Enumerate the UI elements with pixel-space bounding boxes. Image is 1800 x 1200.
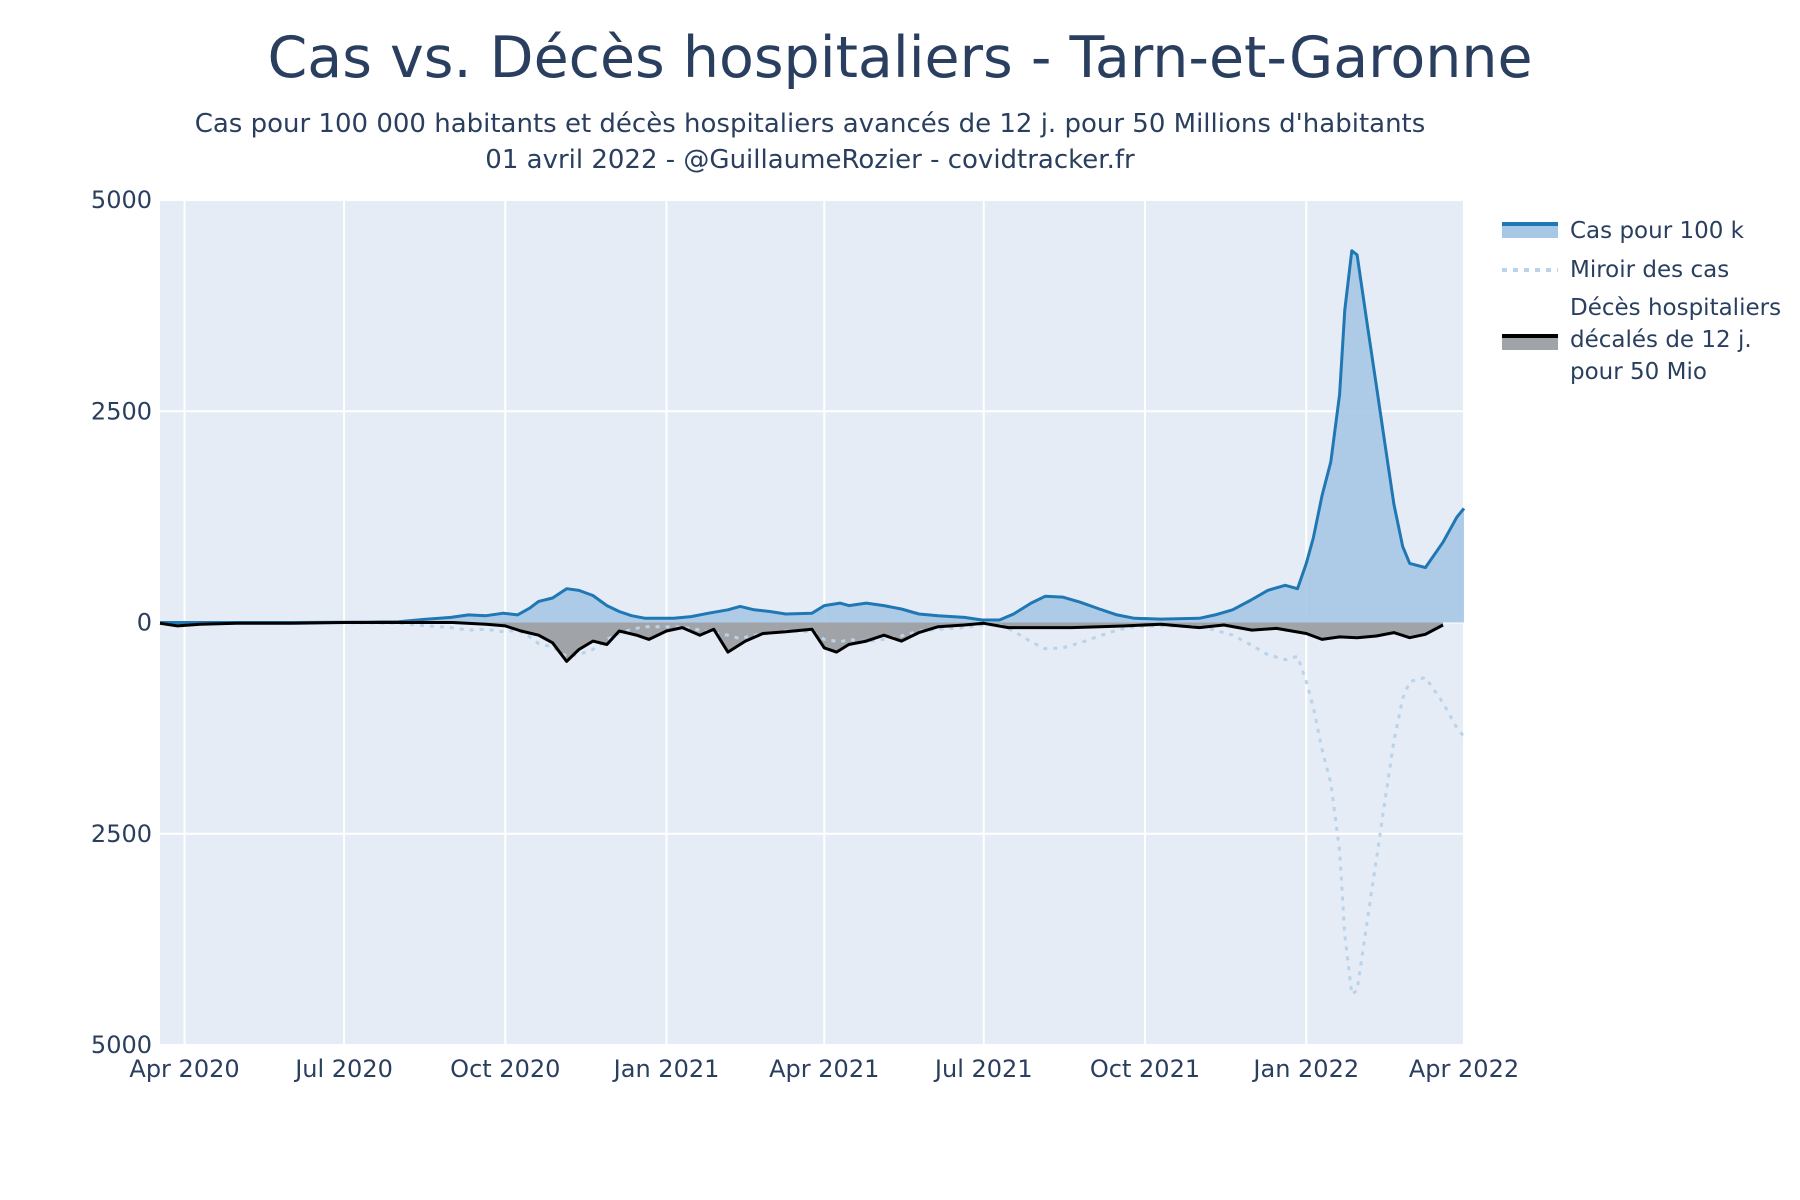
cases-line [160, 249, 1466, 624]
x-tick-label: Jul 2020 [293, 1055, 393, 1083]
y-tick-label: 2500 [91, 397, 152, 425]
deaths-line [159, 621, 1444, 663]
y-tick-label: 5000 [91, 1031, 152, 1059]
legend-label-deaths-1: Décès hospitaliers [1570, 295, 1781, 321]
chart-subtitle: Cas pour 100 000 habitants et décès hosp… [195, 109, 1426, 139]
y-axis: 5000 2500 0 2500 5000 [91, 186, 152, 1059]
x-tick-label: Apr 2022 [1409, 1055, 1519, 1083]
x-tick-label: Apr 2021 [769, 1055, 879, 1083]
legend-item-deaths[interactable]: Décès hospitaliers décalés de 12 j. pour… [1502, 295, 1781, 385]
mirror-line [160, 621, 1466, 998]
legend-label-mirror: Miroir des cas [1570, 257, 1729, 283]
x-axis: Apr 2020 Jul 2020 Oct 2020 Jan 2021 Apr 2021… [129, 1055, 1519, 1083]
y-tick-label: 2500 [91, 820, 152, 848]
legend: Cas pour 100 k Miroir des cas Décès hosp… [1502, 218, 1781, 385]
y-tick-label: 5000 [91, 186, 152, 214]
legend-item-cases[interactable]: Cas pour 100 k [1502, 218, 1745, 244]
x-tick-label: Apr 2020 [129, 1055, 239, 1083]
legend-item-mirror[interactable]: Miroir des cas [1502, 257, 1729, 283]
x-tick-label: Jan 2021 [612, 1055, 720, 1083]
x-tick-label: Oct 2021 [1090, 1055, 1200, 1083]
cases-area [160, 250, 1464, 623]
legend-label-deaths-2: décalés de 12 j. [1570, 327, 1752, 353]
chart-subtitle-source: 01 avril 2022 - @GuillaumeRozier - covid… [485, 145, 1135, 175]
legend-label-cases: Cas pour 100 k [1570, 218, 1745, 244]
series-layer [159, 249, 1466, 998]
x-tick-label: Jan 2022 [1251, 1055, 1359, 1083]
legend-label-deaths-3: pour 50 Mio [1570, 359, 1707, 385]
x-tick-label: Jul 2021 [933, 1055, 1033, 1083]
x-tick-label: Oct 2020 [450, 1055, 560, 1083]
y-tick-label: 0 [137, 609, 152, 637]
chart-title: Cas vs. Décès hospitaliers - Tarn-et-Gar… [267, 25, 1532, 91]
